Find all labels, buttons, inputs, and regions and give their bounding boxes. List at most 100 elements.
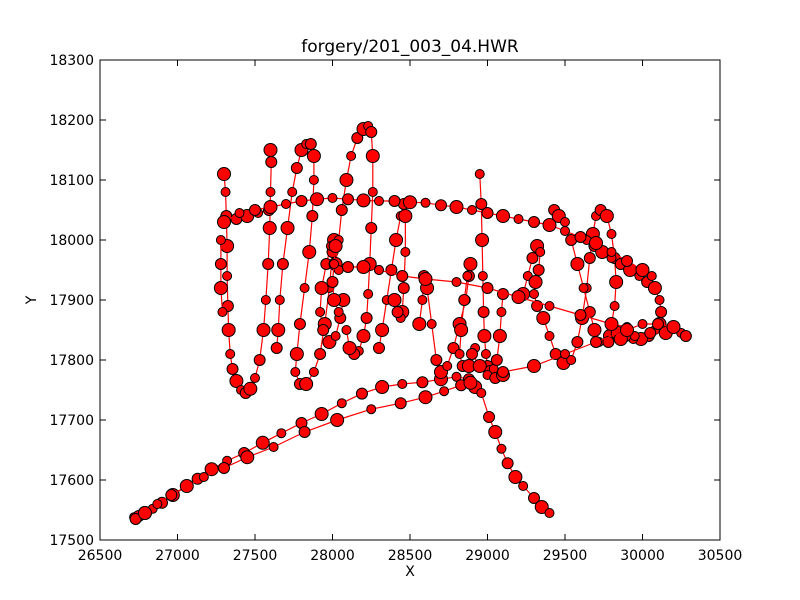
data-point [609, 275, 624, 289]
data-point [304, 138, 317, 150]
data-point [213, 281, 228, 295]
data-point [365, 222, 378, 234]
data-point [366, 404, 377, 415]
data-point [217, 215, 231, 229]
data-point [481, 282, 494, 294]
data-point [652, 318, 664, 330]
data-point [527, 359, 541, 373]
data-point [570, 257, 585, 271]
data-point [253, 354, 266, 366]
data-point [609, 301, 620, 311]
y-axis: 17500 17600 17700 17800 17900 18000 18100 18200… [49, 53, 720, 549]
data-point [367, 187, 378, 197]
data-point [462, 271, 473, 281]
data-point [528, 275, 543, 289]
stroke-18 [213, 235, 228, 317]
data-point [513, 214, 524, 224]
data-point [262, 258, 275, 270]
stroke-1 [129, 375, 478, 525]
y-tick-label: 18000 [49, 233, 94, 249]
data-point [463, 257, 478, 271]
data-point [647, 281, 662, 295]
data-point [218, 462, 230, 474]
data-point [474, 169, 485, 179]
data-point [129, 513, 142, 525]
plot-area [99, 59, 721, 541]
data-point [571, 336, 584, 348]
data-point [454, 349, 465, 359]
data-point [346, 151, 357, 161]
data-point [198, 472, 209, 482]
chart-title: forgery/201_003_04.HWR [301, 37, 519, 57]
data-point [290, 367, 301, 377]
data-point [654, 295, 665, 305]
data-point [290, 162, 303, 174]
plot-background [100, 60, 720, 540]
data-point [451, 371, 462, 382]
data-point [262, 221, 277, 235]
data-point [417, 295, 428, 305]
data-point [256, 323, 271, 337]
data-point [587, 323, 602, 337]
x-tick-label: 29000 [465, 548, 510, 564]
y-tick-label: 17700 [49, 413, 94, 429]
data-point [289, 347, 304, 361]
y-tick-label: 18300 [49, 53, 94, 69]
stroke-15 [374, 265, 632, 332]
data-point [335, 204, 348, 216]
data-point [308, 175, 319, 185]
data-point [375, 380, 390, 394]
data-point [496, 209, 510, 223]
data-point [578, 283, 589, 293]
data-point [620, 323, 634, 337]
data-point [310, 192, 324, 207]
data-point [646, 271, 657, 281]
data-point [387, 293, 402, 307]
data-point [299, 283, 310, 293]
data-point [621, 255, 633, 267]
data-point [528, 216, 540, 228]
data-point [544, 301, 555, 311]
y-axis-title: Y [24, 295, 40, 305]
data-point [217, 307, 228, 317]
data-point [314, 281, 329, 295]
x-tick-label: 28000 [310, 548, 355, 564]
y-tick-label: 17600 [49, 473, 94, 489]
data-point [602, 336, 615, 348]
data-point [342, 193, 354, 206]
data-point [666, 320, 681, 334]
data-point [604, 317, 619, 331]
stroke-2 [217, 143, 278, 399]
data-point [351, 132, 364, 144]
data-point [165, 489, 178, 501]
x-tick-label: 30500 [698, 548, 743, 564]
data-point [268, 442, 279, 452]
data-point [420, 197, 431, 208]
data-point [317, 324, 330, 336]
y-tick-label: 18200 [49, 113, 94, 129]
data-point [234, 208, 245, 218]
data-point [373, 342, 385, 354]
data-point [472, 359, 487, 373]
x-tick-label: 28500 [388, 548, 433, 564]
x-tick-label: 27000 [155, 548, 200, 564]
data-point [287, 187, 298, 197]
data-point [574, 309, 587, 321]
data-point [679, 330, 692, 342]
data-point [355, 387, 368, 400]
data-point [179, 479, 194, 493]
x-axis-title: X [405, 564, 415, 580]
data-point [466, 348, 478, 360]
data-point [398, 209, 413, 223]
data-point [637, 319, 648, 329]
data-point [488, 425, 503, 439]
data-point [501, 457, 514, 470]
data-point [281, 199, 291, 209]
data-point [480, 349, 491, 359]
data-point [435, 199, 447, 212]
data-point [481, 207, 494, 219]
data-point [250, 373, 260, 383]
data-point [271, 323, 286, 337]
data-point [226, 363, 239, 375]
data-point [265, 156, 278, 168]
